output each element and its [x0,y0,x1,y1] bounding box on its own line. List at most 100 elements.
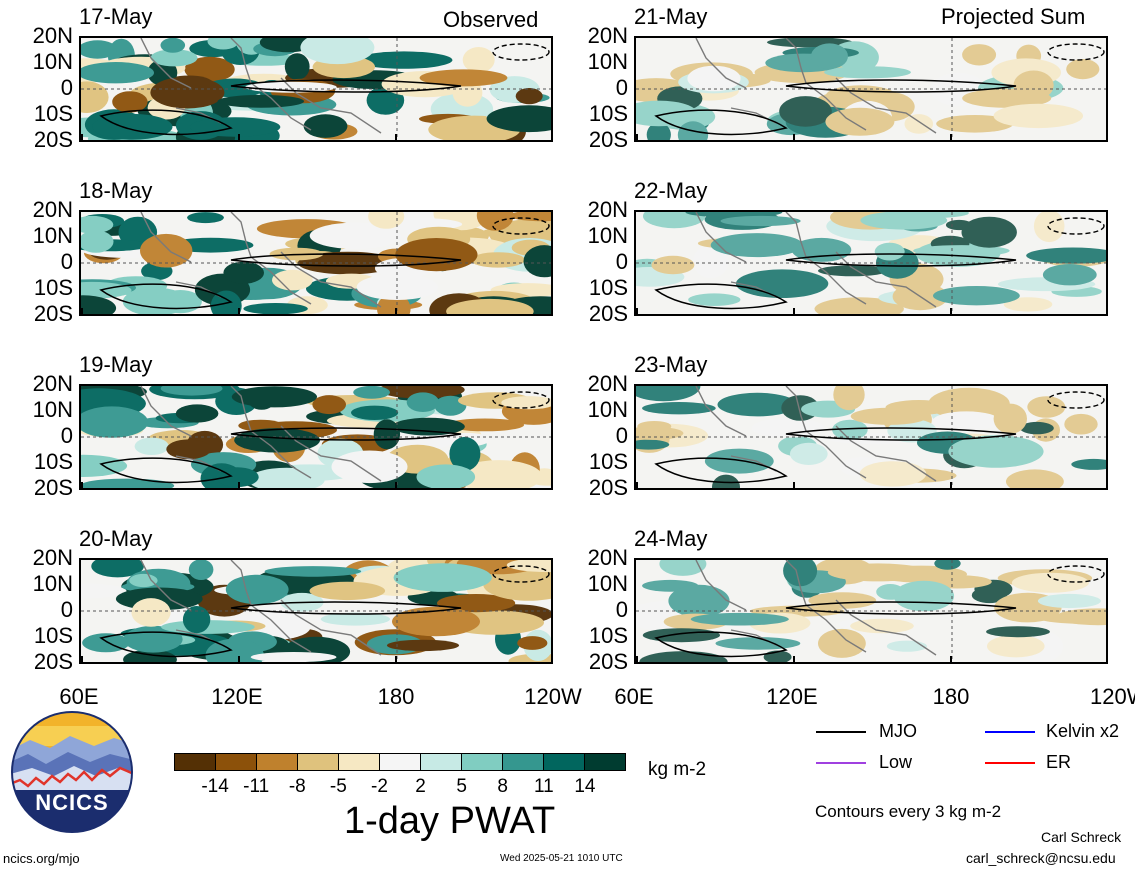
lat-label-observed-1-3: 10S [33,101,73,126]
panel-date-projected-2: 22-May [634,178,708,203]
lat-label-projected-3-4: 20S [588,475,628,500]
lat-label-observed-3-1: 10N [32,397,73,422]
lat-label-observed-3-4: 20S [33,475,73,500]
pwat-map-projected-4 [634,558,1108,664]
colorbar-tick-label: 8 [497,776,509,797]
pwat-map-observed-3 [79,384,553,490]
colorbar-swatch [339,754,380,770]
colorbar [174,753,626,771]
lon-label-120e-right: 120E [766,684,818,709]
lon-label-60e-right: 60E [614,684,654,709]
author-name: Carl Schreck [1041,829,1122,845]
pwat-map-projected-1 [634,36,1108,142]
lat-label-observed-2-1: 10N [32,223,73,248]
lat-label-observed-3-3: 10S [33,449,73,474]
ncics-url-link[interactable]: ncics.org/mjo [3,851,80,866]
legend-mjo-label: MJO [879,721,917,741]
lat-label-projected-3-0: 20N [587,371,628,396]
colorbar-swatch [585,754,625,770]
panel-date-observed-2: 18-May [79,178,153,203]
lat-label-projected-1-4: 20S [588,127,628,152]
colorbar-tick-label: -11 [243,776,270,797]
colorbar-tick-label: 2 [415,776,426,797]
timestamp: Wed 2025-05-21 1010 UTC [500,853,623,864]
lat-label-projected-4-4: 20S [588,649,628,674]
panel-date-observed-4: 20-May [79,526,153,551]
logo-text: NCICS [35,790,109,815]
lon-label-120e-left: 120E [211,684,263,709]
lat-label-projected-2-0: 20N [587,197,628,222]
panel-date-projected-4: 24-May [634,526,708,551]
pwat-map-observed-1 [79,36,553,142]
lat-label-projected-1-2: 0 [615,75,628,100]
observed-header: Observed [443,7,539,32]
lat-label-observed-1-0: 20N [32,23,73,48]
panel-date-observed-1: 17-May [79,4,153,29]
colorbar-tick-label: -14 [201,776,229,797]
lat-label-observed-4-0: 20N [32,545,73,570]
legend-low-line [816,762,866,764]
colorbar-title: 1-day PWAT [344,800,556,842]
colorbar-swatch [462,754,503,770]
colorbar-swatch [175,754,216,770]
lat-label-projected-1-0: 20N [587,23,628,48]
lat-label-observed-1-2: 0 [60,75,73,100]
lon-label-120w-left: 120W [524,684,582,709]
legend-er-line [985,762,1035,764]
colorbar-swatch [421,754,462,770]
panel-date-projected-3: 23-May [634,352,708,377]
lat-label-projected-2-3: 10S [588,275,628,300]
lat-label-projected-2-2: 0 [615,249,628,274]
author-email[interactable]: carl_schreck@ncsu.edu [966,850,1116,866]
colorbar-units: kg m-2 [648,759,707,780]
lat-label-projected-2-4: 20S [588,301,628,326]
lon-label-180-left: 180 [377,684,415,709]
lat-label-observed-1-4: 20S [33,127,73,152]
colorbar-tick-label: 11 [533,776,554,797]
colorbar-tick-label: 5 [456,776,467,797]
lon-label-60e-left: 60E [59,684,99,709]
colorbar-tick-label: -2 [371,776,388,797]
pwat-map-observed-4 [79,558,553,664]
panel-date-observed-3: 19-May [79,352,153,377]
colorbar-swatch [216,754,257,770]
lat-label-observed-2-0: 20N [32,197,73,222]
legend-kelvin-label: Kelvin x2 [1046,721,1120,741]
contour-note: Contours every 3 kg m-2 [815,802,1002,821]
legend-low-label: Low [879,752,913,772]
projected-header: Projected Sum [941,4,1086,29]
colorbar-tick-label: -5 [329,776,347,797]
lat-label-projected-1-3: 10S [588,101,628,126]
lat-label-observed-3-2: 0 [60,423,73,448]
lat-label-observed-4-2: 0 [60,597,73,622]
legend-mjo-line [816,731,866,733]
lat-label-observed-2-2: 0 [60,249,73,274]
panel-date-projected-1: 21-May [634,4,708,29]
colorbar-swatch [380,754,421,770]
colorbar-swatch [503,754,544,770]
lat-label-projected-4-0: 20N [587,545,628,570]
lat-label-projected-3-2: 0 [615,423,628,448]
legend-kelvin-line [985,731,1035,733]
lat-label-projected-4-1: 10N [587,571,628,596]
lat-label-projected-4-2: 0 [615,597,628,622]
lat-label-observed-1-1: 10N [32,49,73,74]
lat-label-projected-1-1: 10N [587,49,628,74]
pwat-map-projected-2 [634,210,1108,316]
lat-label-observed-2-3: 10S [33,275,73,300]
lat-label-projected-2-1: 10N [587,223,628,248]
lon-label-120w-right: 120W [1090,684,1135,709]
colorbar-swatch [257,754,298,770]
lat-label-projected-3-3: 10S [588,449,628,474]
lat-label-projected-3-1: 10N [587,397,628,422]
lon-label-180-right: 180 [932,684,970,709]
colorbar-swatch [298,754,339,770]
ncics-logo: NCICS [10,710,134,834]
colorbar-tick-label: -8 [288,776,306,797]
lat-label-projected-4-3: 10S [588,623,628,648]
lat-label-observed-2-4: 20S [33,301,73,326]
pwat-map-projected-3 [634,384,1108,490]
legend-er-label: ER [1046,752,1072,772]
lat-label-observed-4-3: 10S [33,623,73,648]
pwat-map-observed-2 [79,210,553,316]
